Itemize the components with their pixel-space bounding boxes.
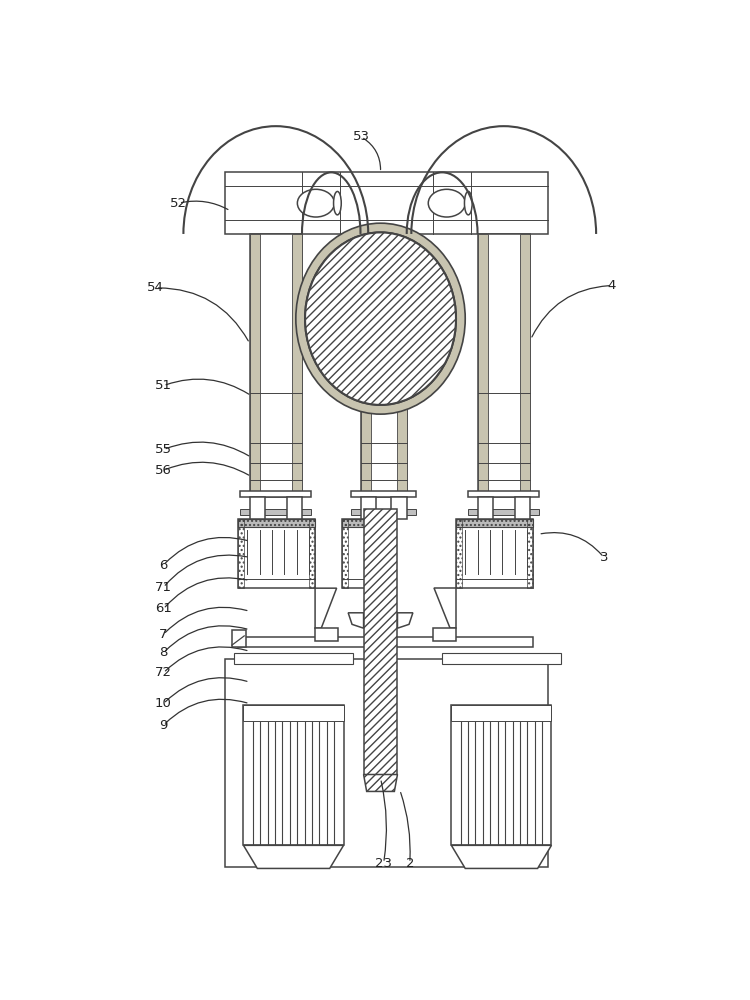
Bar [238, 519, 315, 527]
Ellipse shape [296, 223, 465, 414]
Ellipse shape [305, 232, 456, 405]
Bar [292, 234, 302, 497]
Ellipse shape [297, 189, 334, 217]
Bar [250, 497, 265, 519]
Ellipse shape [464, 191, 472, 215]
Bar [244, 705, 344, 721]
Text: 8: 8 [159, 646, 167, 659]
Bar [442, 653, 561, 664]
Text: 4: 4 [608, 279, 616, 292]
Bar [286, 497, 302, 519]
Bar [361, 234, 407, 497]
Bar [238, 519, 244, 588]
Text: 2: 2 [406, 857, 414, 870]
Bar [452, 705, 551, 845]
Polygon shape [364, 774, 398, 791]
Text: 71: 71 [155, 581, 172, 594]
Text: 56: 56 [155, 464, 172, 477]
Polygon shape [348, 613, 364, 628]
Bar [342, 519, 393, 527]
Text: 51: 51 [155, 379, 172, 392]
Bar [244, 705, 344, 845]
Bar [456, 519, 533, 588]
Bar [225, 172, 548, 234]
Polygon shape [434, 588, 456, 628]
Text: 55: 55 [155, 443, 172, 456]
Bar [397, 234, 406, 497]
Bar [526, 519, 533, 588]
Bar [241, 509, 311, 515]
Bar [361, 497, 376, 519]
Bar [456, 519, 462, 588]
Bar [351, 491, 416, 497]
Bar [342, 519, 348, 588]
Bar [225, 659, 548, 867]
Bar [315, 628, 338, 641]
Bar [250, 234, 302, 497]
Bar [232, 630, 246, 647]
Text: 10: 10 [155, 697, 172, 710]
Ellipse shape [428, 189, 465, 217]
Bar [468, 509, 539, 515]
Bar [342, 519, 393, 588]
Text: 61: 61 [155, 602, 172, 615]
Bar [478, 234, 530, 497]
Bar [478, 234, 488, 497]
Bar [456, 519, 533, 527]
Polygon shape [315, 588, 337, 628]
Polygon shape [398, 613, 412, 628]
Bar [238, 637, 533, 647]
Bar [241, 491, 311, 497]
Text: 52: 52 [170, 197, 188, 210]
Text: 72: 72 [155, 666, 172, 679]
Text: 6: 6 [159, 559, 167, 572]
Bar [364, 509, 398, 775]
Bar [342, 519, 393, 527]
Bar [468, 491, 539, 497]
Bar [238, 519, 315, 588]
Polygon shape [452, 845, 551, 868]
Bar [456, 519, 533, 527]
Bar [234, 653, 352, 664]
Text: 7: 7 [159, 628, 168, 641]
Bar [452, 705, 551, 721]
Text: 9: 9 [159, 719, 167, 732]
Polygon shape [244, 845, 344, 868]
Text: 23: 23 [375, 857, 392, 870]
Bar [309, 519, 315, 588]
Bar [478, 497, 493, 519]
Bar [387, 519, 393, 588]
Text: 54: 54 [147, 281, 164, 294]
Bar [361, 234, 370, 497]
Bar [351, 509, 416, 515]
Bar [392, 497, 406, 519]
Bar [238, 519, 315, 527]
Text: 53: 53 [352, 130, 370, 143]
Bar [520, 234, 530, 497]
Ellipse shape [334, 191, 341, 215]
Text: 3: 3 [599, 551, 608, 564]
Bar [514, 497, 530, 519]
Bar [433, 628, 456, 641]
Ellipse shape [305, 232, 456, 405]
Bar [250, 234, 259, 497]
